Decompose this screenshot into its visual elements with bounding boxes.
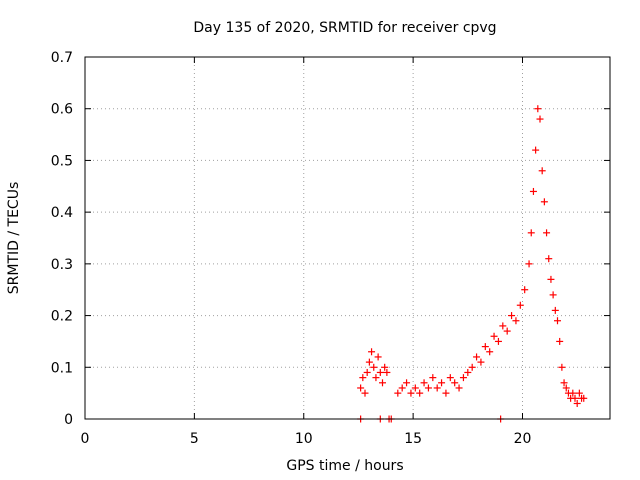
data-point: [383, 368, 391, 376]
data-point: [374, 353, 382, 361]
x-tick-label: 0: [81, 431, 90, 447]
data-point: [459, 374, 467, 382]
data-point: [525, 260, 533, 268]
data-point: [411, 384, 419, 392]
data-point: [451, 379, 459, 387]
data-point: [490, 332, 498, 340]
data-point: [558, 363, 566, 371]
data-point: [473, 353, 481, 361]
x-tick-label: 5: [190, 431, 199, 447]
data-point: [370, 363, 378, 371]
data-point: [532, 146, 540, 154]
data-point: [398, 384, 406, 392]
plot-frame: [84, 56, 611, 420]
data-point: [359, 374, 367, 382]
data-point: [379, 379, 386, 387]
x-tick-label: 10: [295, 431, 313, 447]
data-point: [540, 198, 548, 206]
data-point: [516, 301, 524, 309]
data-point: [534, 105, 542, 113]
data-point: [573, 399, 581, 407]
y-tick-label: 0.5: [51, 153, 73, 169]
x-tick-label: 20: [514, 431, 532, 447]
data-point: [486, 348, 494, 356]
data-point: [424, 384, 432, 392]
data-point: [365, 358, 373, 366]
data-point: [508, 312, 516, 320]
data-point: [394, 389, 402, 397]
data-point: [549, 291, 557, 299]
data-point: [571, 394, 579, 402]
data-point: [455, 384, 463, 392]
data-point: [357, 384, 365, 392]
data-point: [420, 379, 428, 387]
chart-title: Day 135 of 2020, SRMTID for receiver cpv…: [193, 20, 496, 36]
x-tick-label: 15: [404, 431, 422, 447]
y-tick-label: 0.7: [51, 50, 73, 66]
data-point: [499, 322, 507, 330]
data-point: [580, 394, 588, 402]
y-tick-label: 0.4: [51, 205, 73, 221]
data-point: [556, 337, 564, 345]
data-point: [547, 275, 555, 283]
grid-lines: [85, 57, 610, 419]
data-point: [464, 368, 472, 376]
data-point: [494, 337, 502, 345]
data-point: [361, 389, 369, 397]
y-tick-label: 0: [64, 412, 73, 428]
data-point: [429, 374, 437, 382]
data-point: [481, 343, 489, 351]
data-point: [569, 389, 577, 397]
data-point: [521, 286, 529, 294]
data-point: [529, 187, 537, 195]
data-point: [438, 379, 446, 387]
data-point: [477, 358, 485, 366]
y-axis-label: SRMTID / TECUs: [6, 182, 22, 295]
data-point: [562, 384, 570, 392]
data-point: [527, 229, 535, 237]
data-point: [575, 389, 583, 397]
data-point: [433, 384, 441, 392]
y-tick-label: 0.1: [51, 360, 73, 376]
data-point: [416, 389, 424, 397]
data-point: [368, 348, 376, 356]
data-point: [545, 255, 553, 263]
data-point: [403, 379, 411, 387]
data-point: [551, 306, 559, 314]
x-axis-label: GPS time / hours: [286, 458, 403, 474]
y-tick-label: 0.2: [51, 309, 73, 325]
data-point: [372, 374, 380, 382]
y-tick-label: 0.6: [51, 102, 73, 118]
y-tick-label: 0.3: [51, 257, 73, 273]
data-point: [560, 379, 568, 387]
data-point: [363, 368, 371, 376]
data-point: [543, 229, 551, 237]
data-point: [538, 167, 546, 175]
data-point: [381, 363, 389, 371]
data-point: [446, 374, 454, 382]
data-point: [554, 317, 561, 325]
data-point: [503, 327, 511, 335]
data-point: [442, 389, 450, 397]
data-point: [468, 363, 476, 371]
data-point: [407, 389, 415, 397]
data-point: [376, 368, 384, 376]
data-point: [536, 115, 544, 123]
data-point: [512, 317, 520, 325]
axis-ticks: 0 5 10 15 20 0 0.1 0.2 0.3 0.4 0.5 0.6 0.7: [51, 50, 610, 447]
